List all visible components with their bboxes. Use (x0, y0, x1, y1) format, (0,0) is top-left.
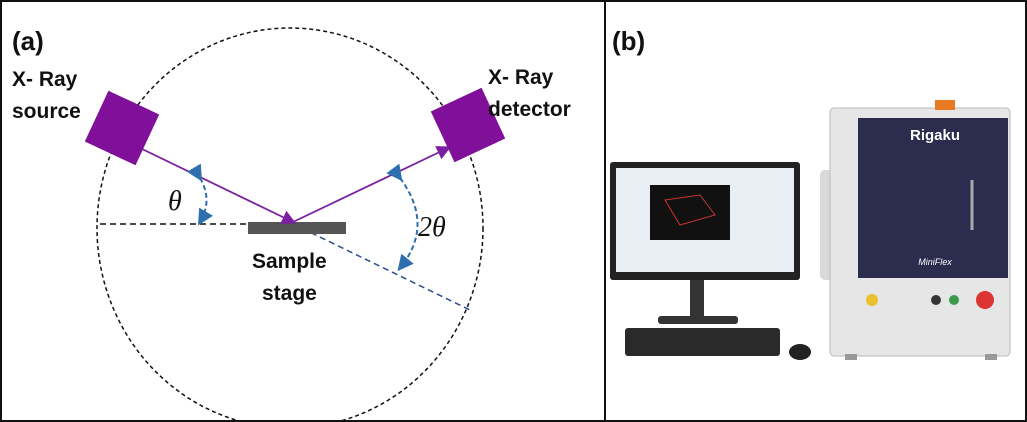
diffracted-beam (293, 148, 448, 222)
brand: Rigaku (910, 127, 960, 144)
panel-label: (a) (12, 26, 44, 56)
sample-stage (248, 222, 346, 234)
two-theta-arc (400, 178, 418, 268)
source-label: source (12, 100, 81, 123)
xray-source (85, 91, 159, 165)
sample-label: stage (262, 282, 317, 305)
figure: (a) X- Ray source X- Ray detector θ 2θ S… (0, 0, 1027, 422)
diffractometer: Rigaku MiniFlex (820, 100, 1010, 360)
detector-label: X- Ray (488, 66, 554, 89)
detector-label: detector (488, 98, 571, 121)
two-theta-label: 2θ (418, 212, 446, 243)
incident-beam (140, 148, 293, 222)
theta-arc (200, 178, 207, 222)
panel-label: (b) (612, 26, 645, 56)
computer (610, 162, 811, 360)
source-label: X- Ray (12, 68, 78, 91)
sample-label: Sample (252, 250, 327, 273)
theta-label: θ (168, 186, 182, 217)
model: MiniFlex (918, 257, 952, 267)
